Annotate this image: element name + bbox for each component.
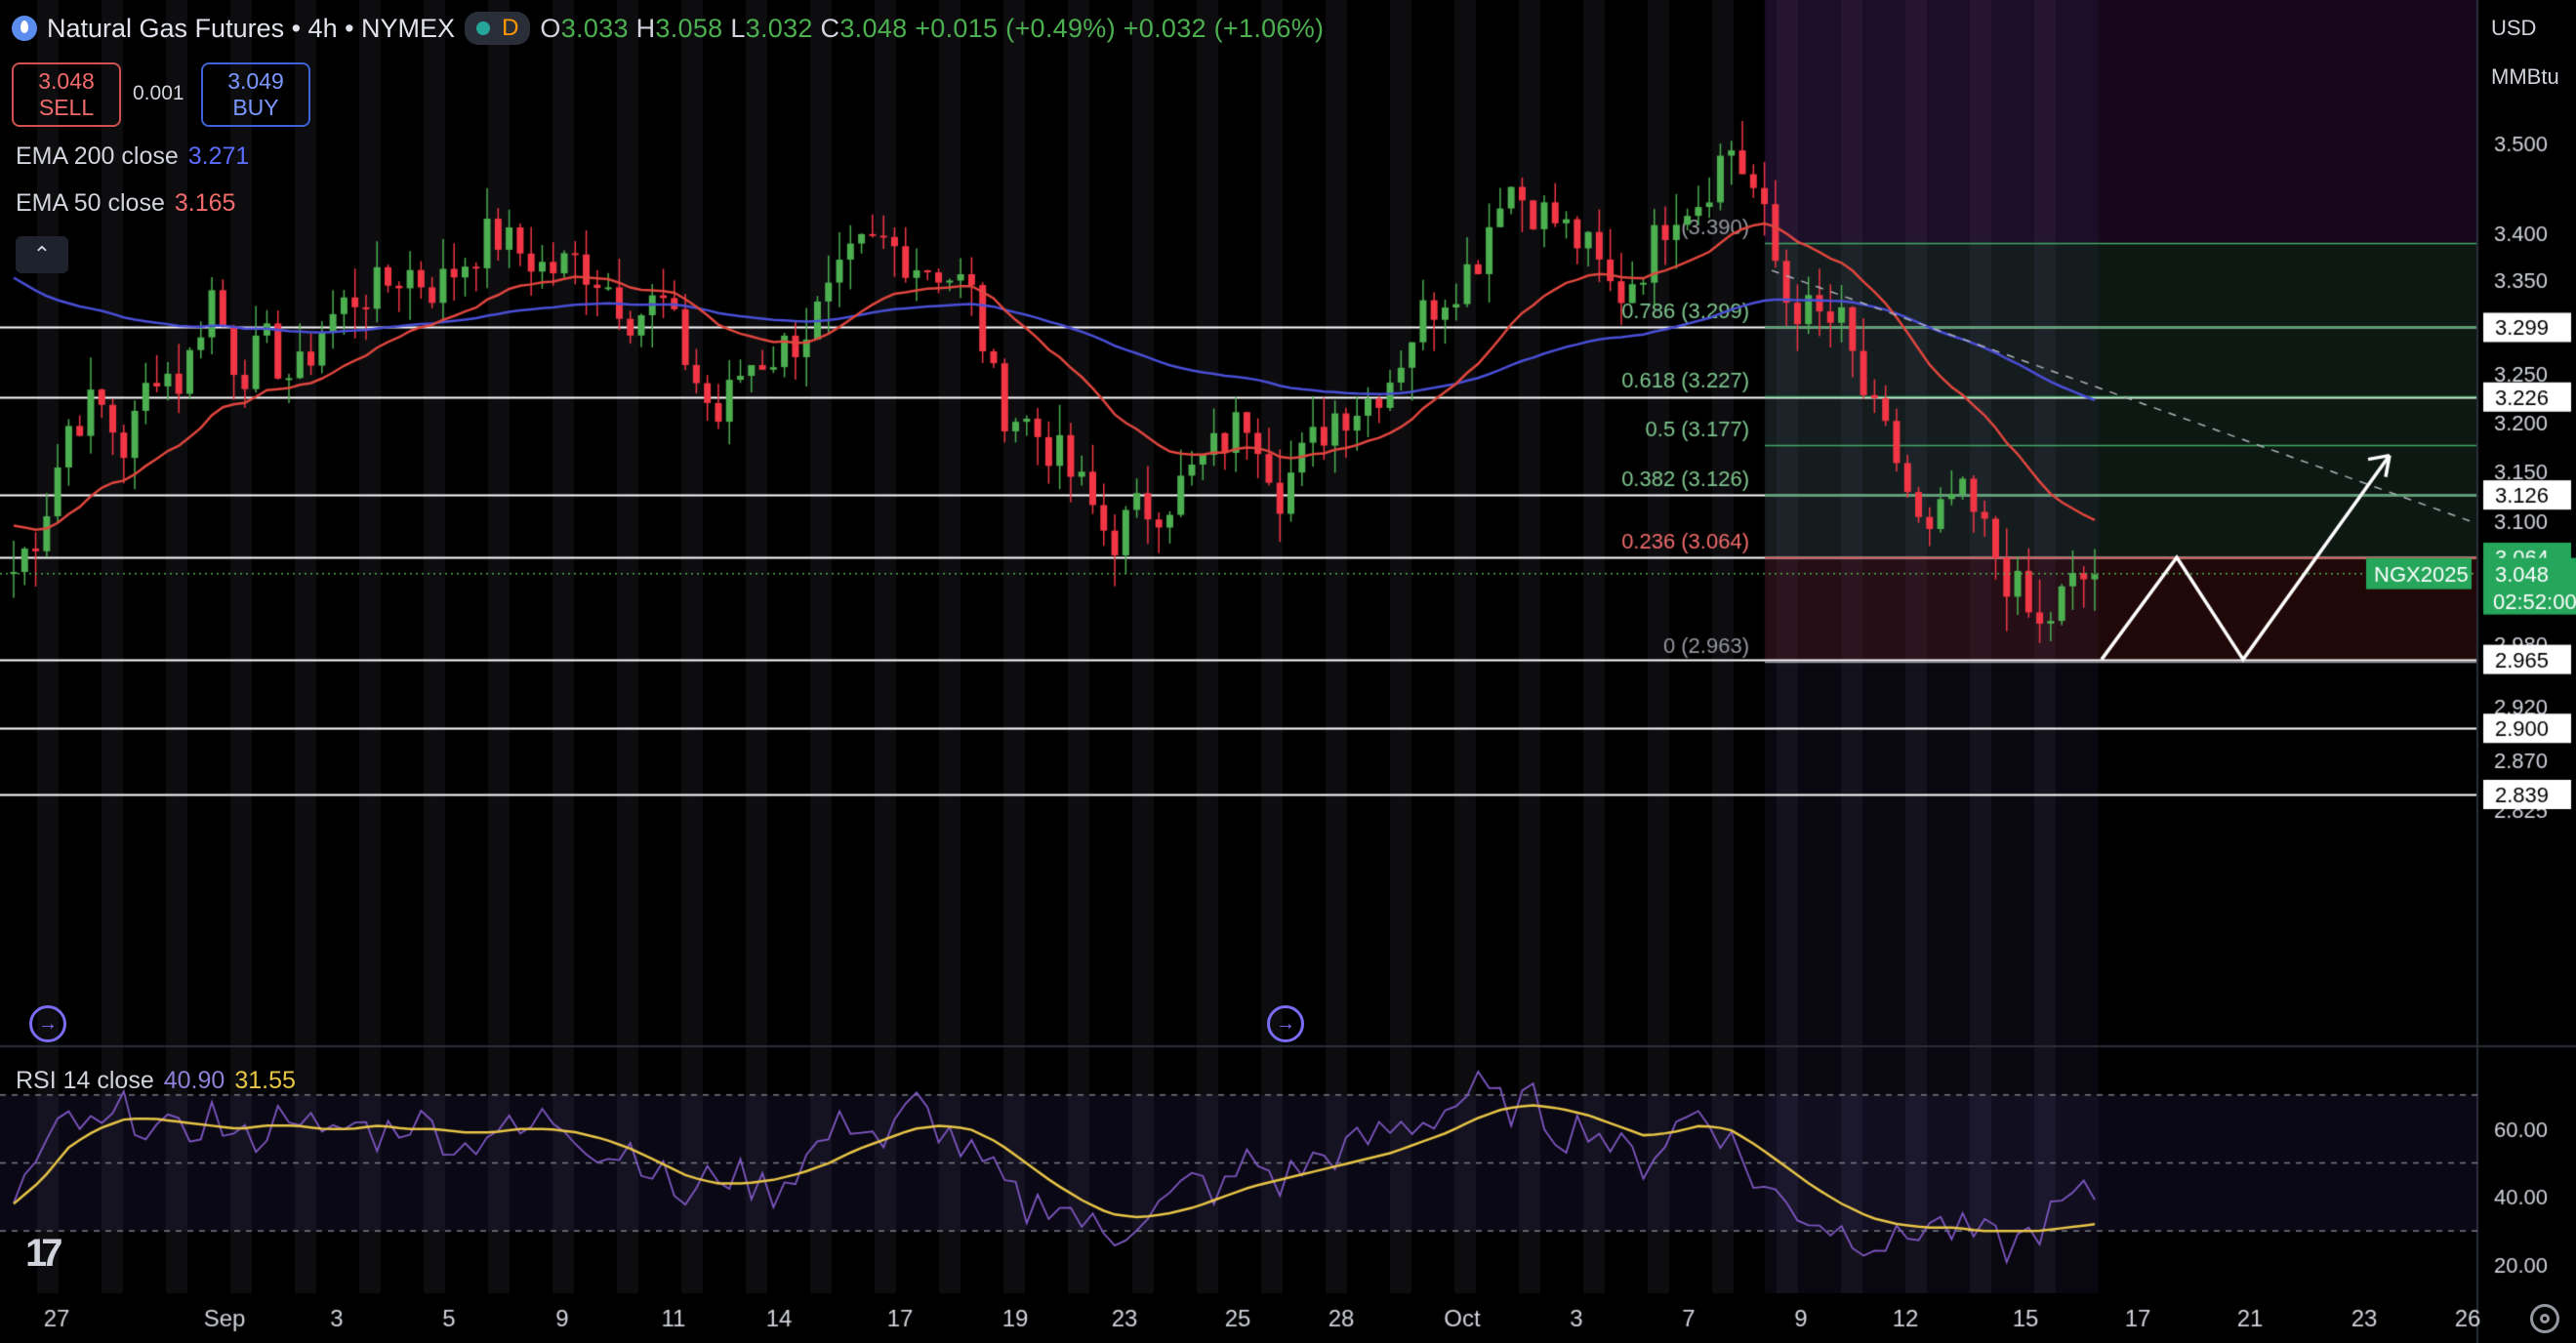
buy-label: BUY [232, 95, 279, 120]
open-prefix: O [540, 13, 561, 43]
market-status-pill[interactable]: D [465, 12, 531, 45]
high-value: 3.058 [655, 13, 723, 43]
symbol-title[interactable]: Natural Gas Futures • 4h • NYMEX [47, 13, 456, 43]
rsi-legend[interactable]: RSI 14 close 40.90 31.55 [16, 1067, 296, 1095]
collapse-legend-button[interactable]: ⌃ [16, 236, 68, 273]
ema50-label: EMA 50 close [16, 189, 165, 217]
scroll-forward-button[interactable]: → [1267, 1005, 1304, 1042]
low-value: 3.032 [745, 13, 813, 43]
ema200-legend[interactable]: EMA 200 close 3.271 [16, 142, 249, 171]
close-value: 3.048 [839, 13, 908, 43]
sell-price: 3.048 [38, 68, 95, 94]
ema50-value: 3.165 [174, 189, 236, 217]
change-value: +0.015 (+0.49%) [915, 13, 1116, 43]
axis-currency[interactable]: USD [2491, 16, 2537, 40]
delayed-badge: D [502, 15, 519, 41]
sell-label: SELL [38, 95, 95, 120]
scroll-back-button[interactable]: → [29, 1005, 66, 1042]
chevron-up-icon: ⌃ [32, 242, 52, 266]
arrow-right-icon: → [38, 1013, 58, 1035]
ema200-label: EMA 200 close [16, 142, 179, 170]
open-value: 3.033 [560, 13, 629, 43]
natural-gas-flame-icon [12, 16, 37, 41]
spread-value: 0.001 [133, 82, 184, 104]
close-prefix: C [820, 13, 840, 43]
ohlc-values: O3.033 H3.058 L3.032 C3.048 +0.015 (+0.4… [540, 14, 1324, 44]
buy-price: 3.049 [227, 68, 284, 94]
tradingview-logo: 17 [25, 1232, 62, 1275]
arrow-right-icon: → [1276, 1013, 1295, 1035]
change-value-2: +0.032 (+1.06%) [1123, 13, 1325, 43]
rsi-value: 40.90 [163, 1067, 225, 1094]
high-prefix: H [635, 13, 656, 43]
ema200-value: 3.271 [187, 142, 250, 170]
rsi-ma-value: 31.55 [234, 1067, 296, 1094]
market-open-dot-icon [476, 21, 491, 35]
chart-header: Natural Gas Futures • 4h • NYMEX D O3.03… [0, 0, 1324, 57]
ema50-legend[interactable]: EMA 50 close 3.165 [16, 189, 235, 218]
sell-button[interactable]: 3.048 SELL [12, 62, 121, 127]
rsi-label: RSI 14 close [16, 1067, 154, 1094]
buy-button[interactable]: 3.049 BUY [201, 62, 310, 127]
low-prefix: L [730, 13, 746, 43]
settings-gear-icon[interactable] [2530, 1304, 2559, 1333]
axis-unit[interactable]: MMBtu [2491, 64, 2559, 89]
